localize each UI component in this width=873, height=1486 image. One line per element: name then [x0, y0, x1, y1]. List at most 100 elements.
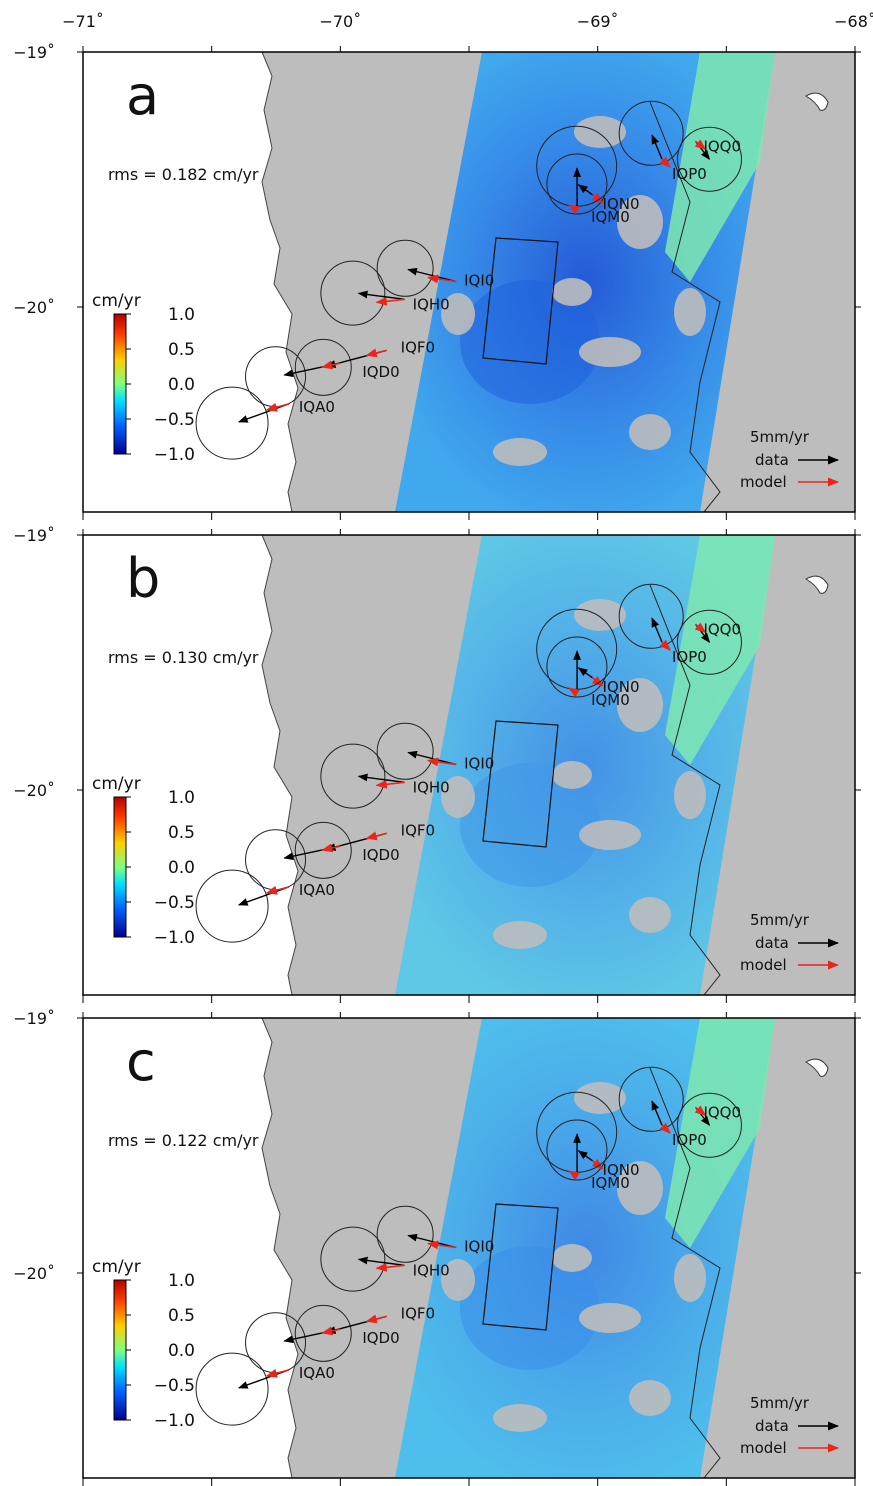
error-ellipse [676, 1092, 742, 1158]
model-vector-arrow [365, 1314, 387, 1324]
gps-station: IQI0 [376, 239, 494, 297]
error-ellipse [618, 100, 684, 166]
border-line [649, 584, 721, 996]
gps-station: IQQ0 [676, 126, 742, 192]
station-label: IQD0 [362, 846, 399, 864]
gps-station: IQI0 [376, 722, 494, 780]
error-ellipse [376, 239, 434, 297]
no-data-patch [674, 288, 706, 336]
panel-letter: a [126, 64, 159, 127]
lon-tick-label-top: −70˚ [319, 12, 361, 31]
model-vector-arrow [427, 274, 457, 284]
colorbar-unit: cm/yr [92, 1257, 141, 1277]
no-data-patch [579, 1303, 641, 1333]
colorbar-unit: cm/yr [92, 774, 141, 794]
legend-scale: 5mm/yr [750, 428, 810, 446]
colorbar-label: 0.0 [168, 1341, 195, 1361]
colorbar-label: −0.5 [154, 1376, 195, 1396]
gps-station: IQH0 [320, 743, 450, 809]
station-label: IQH0 [413, 778, 450, 796]
station-label: IQH0 [413, 1261, 450, 1279]
colorbar-label: 1.0 [168, 788, 195, 808]
model-vector-arrow [365, 348, 387, 358]
no-data-patch [552, 278, 592, 306]
colorbar-unit: cm/yr [92, 291, 141, 311]
legend-model-label: model [740, 473, 787, 491]
gps-station: IQA0 [195, 1352, 335, 1426]
error-ellipse [195, 1352, 269, 1426]
legend-data-label: data [755, 934, 789, 952]
station-label: IQQ0 [703, 1103, 741, 1121]
colorbar-label: 0.5 [168, 823, 195, 843]
gps-station: IQM0 [536, 125, 630, 226]
gps-station: IQF0 [294, 821, 435, 879]
colorbar-label: −0.5 [154, 893, 195, 913]
model-vector-arrow [365, 831, 387, 841]
colorbar-label: 0.5 [168, 340, 195, 360]
error-ellipse [320, 1226, 386, 1292]
station-label: IQA0 [299, 398, 335, 416]
error-ellipse [676, 126, 742, 192]
station-label: IQF0 [401, 338, 435, 356]
model-vector-arrow [694, 622, 707, 633]
error-ellipse [376, 1205, 434, 1263]
data-vector-arrow [577, 1150, 593, 1162]
model-vector-arrow [321, 1326, 341, 1336]
fault-patch-outline [482, 720, 559, 848]
no-data-patch [493, 438, 547, 466]
no-data-patch [579, 337, 641, 367]
station-label: IQD0 [362, 363, 399, 381]
lat-tick-label: −19˚ [13, 526, 55, 545]
gps-station: IQP0 [618, 100, 707, 183]
model-vector-arrow [568, 687, 581, 698]
panel-letter: c [126, 1030, 156, 1093]
gps-station: IQA0 [195, 386, 335, 460]
model-vector-arrow [591, 1159, 604, 1170]
no-data-patch [574, 1082, 626, 1114]
insar-east-coverage [665, 52, 775, 282]
no-data-patch [441, 776, 475, 818]
model-vector-arrow [265, 402, 290, 412]
legend-model-label: model [740, 1439, 787, 1457]
lon-tick-label-top: −71˚ [62, 12, 104, 31]
model-vector-arrow [591, 676, 604, 687]
gps-station: IQP0 [618, 583, 707, 666]
no-data-patch [441, 1259, 475, 1301]
error-ellipse [195, 869, 269, 943]
colorbar-label: −1.0 [154, 928, 195, 948]
station-label: IQM0 [591, 1174, 630, 1192]
model-vector-arrow [659, 1122, 671, 1134]
model-vector-arrow [265, 1368, 290, 1378]
no-data-patch [493, 921, 547, 949]
gps-station: IQM0 [536, 608, 630, 709]
data-vector-arrow [651, 617, 663, 643]
station-label: IQA0 [299, 881, 335, 899]
station-label: IQI0 [464, 272, 494, 290]
station-label: IQP0 [672, 165, 707, 183]
gps-station: IQQ0 [676, 1092, 742, 1158]
insar-east-coverage [665, 535, 775, 765]
model-vector-arrow [591, 193, 604, 204]
no-data-patch [617, 1161, 663, 1215]
model-vector-arrow [694, 139, 707, 150]
no-data-patch [629, 897, 671, 933]
data-vector-arrow [357, 290, 405, 301]
no-data-patch [617, 678, 663, 732]
insar-east-coverage [665, 1018, 775, 1248]
error-ellipse [294, 338, 352, 396]
gps-station: IQP0 [618, 1066, 707, 1149]
island-glyph [805, 1058, 829, 1077]
colorbar-label: 1.0 [168, 305, 195, 325]
island-glyph [805, 92, 829, 111]
colorbar-label: 0.5 [168, 1306, 195, 1326]
lat-tick-label: −20˚ [13, 1264, 55, 1283]
model-vector-arrow [568, 204, 581, 215]
gps-station: IQA0 [195, 869, 335, 943]
station-label: IQP0 [672, 648, 707, 666]
no-data-patch [674, 771, 706, 819]
deformation-center [460, 280, 600, 404]
deformation-center [460, 1246, 600, 1370]
data-vector-arrow [357, 1256, 405, 1267]
gps-station: IQH0 [320, 1226, 450, 1292]
fault-patch-outline [482, 1203, 559, 1331]
